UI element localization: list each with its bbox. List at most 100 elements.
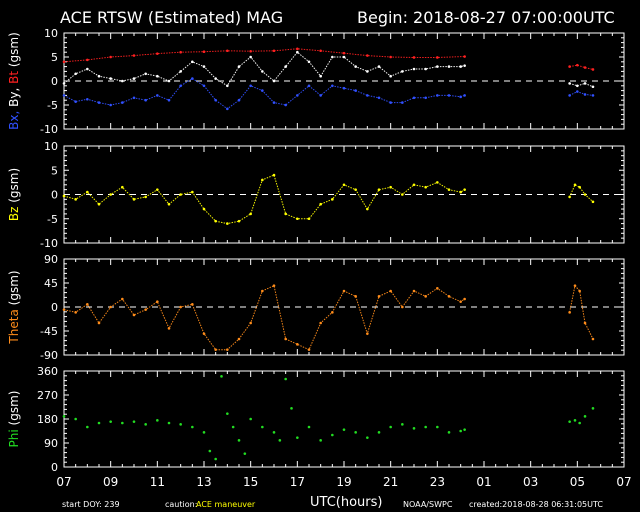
y-tick-label: -10 xyxy=(40,123,58,136)
data-point-bz xyxy=(366,207,369,211)
data-point-bz xyxy=(568,195,571,199)
x-tick-label: 11 xyxy=(150,475,165,489)
data-point-by xyxy=(237,65,241,68)
data-point-by xyxy=(272,79,276,83)
data-point-bx xyxy=(156,94,159,97)
begin-time: Begin: 2018-08-27 07:00:00UTC xyxy=(357,8,615,27)
series-line-bx xyxy=(63,78,465,110)
y-axis-label-part: (gsm) xyxy=(7,32,21,71)
data-point-phi xyxy=(366,436,369,439)
data-point-by xyxy=(436,65,439,68)
data-point-phi xyxy=(319,439,322,442)
y-axis-label-part: Theta xyxy=(7,309,21,344)
data-point-by xyxy=(132,77,136,80)
data-point-phi xyxy=(179,423,182,426)
data-point-by xyxy=(331,55,334,59)
x-tick-label: 23 xyxy=(430,475,445,489)
data-point-bz xyxy=(74,198,77,201)
data-point-bz xyxy=(214,219,217,223)
data-point-phi xyxy=(243,452,247,455)
data-point-theta xyxy=(284,337,287,341)
data-point-bz xyxy=(463,188,466,191)
data-point-theta xyxy=(354,295,357,298)
data-point-bx xyxy=(226,107,229,111)
y-axis-label-part: Bz xyxy=(7,207,21,222)
series-line-bz xyxy=(63,174,465,225)
data-point-bt xyxy=(132,54,136,57)
data-point-bz xyxy=(249,212,252,216)
data-point-theta xyxy=(366,332,369,335)
data-point-theta xyxy=(121,297,124,301)
data-point-bz xyxy=(144,195,147,199)
data-point-bz xyxy=(591,200,595,204)
data-point-theta xyxy=(424,295,427,298)
data-point-bx xyxy=(62,94,66,97)
data-point-phi xyxy=(132,420,136,423)
data-point-bx xyxy=(307,84,311,88)
data-point-bx xyxy=(296,94,299,97)
x-tick-label: 05 xyxy=(570,475,585,489)
data-point-bx xyxy=(342,86,346,90)
data-point-by xyxy=(401,70,404,73)
y-axis-label-part: Phi xyxy=(7,429,21,447)
x-tick-label: 03 xyxy=(523,475,538,489)
data-point-bx xyxy=(436,94,439,97)
data-point-theta xyxy=(191,303,194,306)
x-tick-label: 19 xyxy=(336,475,351,489)
data-point-bx xyxy=(377,96,381,100)
data-point-by xyxy=(583,82,587,85)
data-point-bz xyxy=(331,198,334,201)
data-point-bt xyxy=(62,60,66,64)
data-point-bt xyxy=(226,49,229,53)
data-point-by xyxy=(202,65,206,68)
data-point-bx xyxy=(272,101,276,104)
x-tick-label: 07 xyxy=(616,475,631,489)
data-point-by xyxy=(463,64,466,67)
data-point-phi xyxy=(307,425,311,429)
data-point-bz xyxy=(307,217,311,221)
data-point-by xyxy=(261,70,264,73)
data-point-phi xyxy=(74,417,77,421)
y-axis-label-part: Bt xyxy=(7,71,21,88)
data-point-by xyxy=(179,70,182,73)
data-point-bt xyxy=(591,68,595,71)
data-point-phi xyxy=(447,431,451,434)
data-point-by xyxy=(156,74,159,78)
series-bz xyxy=(62,173,595,225)
data-point-bz xyxy=(237,219,241,223)
data-point-phi xyxy=(249,417,252,421)
data-point-by xyxy=(167,79,171,83)
data-point-by xyxy=(86,67,89,71)
data-point-by xyxy=(144,72,147,76)
y-tick-label: 45 xyxy=(44,277,58,290)
data-point-phi xyxy=(237,439,241,442)
data-point-phi xyxy=(202,431,206,434)
data-point-phi xyxy=(463,428,466,431)
y-axis-label: Bz (gsm) xyxy=(7,168,21,221)
data-point-phi xyxy=(261,425,264,429)
data-point-phi xyxy=(401,423,404,426)
y-tick-label: 0 xyxy=(51,301,58,314)
series-theta xyxy=(62,284,595,351)
data-point-bz xyxy=(424,185,427,189)
data-point-bx xyxy=(576,90,579,93)
data-point-bx xyxy=(237,98,241,102)
data-point-phi xyxy=(459,429,462,433)
source-label: NOAA/SWPC xyxy=(403,500,453,509)
data-point-by xyxy=(568,82,571,85)
data-point-bx xyxy=(568,94,571,97)
data-point-bt xyxy=(583,66,587,69)
data-point-phi xyxy=(156,419,159,422)
data-point-bz xyxy=(179,193,182,196)
x-axis-ticks: 07 09 11 13 15 17 19 21 23 01 03 05 07 xyxy=(56,475,631,489)
x-axis-label: UTC(hours) xyxy=(310,495,382,510)
data-point-phi xyxy=(62,415,66,418)
series-by xyxy=(62,50,595,89)
data-point-bx xyxy=(463,94,466,97)
data-point-theta xyxy=(342,289,346,293)
data-point-by xyxy=(296,50,299,54)
data-point-phi xyxy=(583,415,587,418)
series-line-theta xyxy=(63,284,465,351)
data-point-bx xyxy=(249,84,252,88)
